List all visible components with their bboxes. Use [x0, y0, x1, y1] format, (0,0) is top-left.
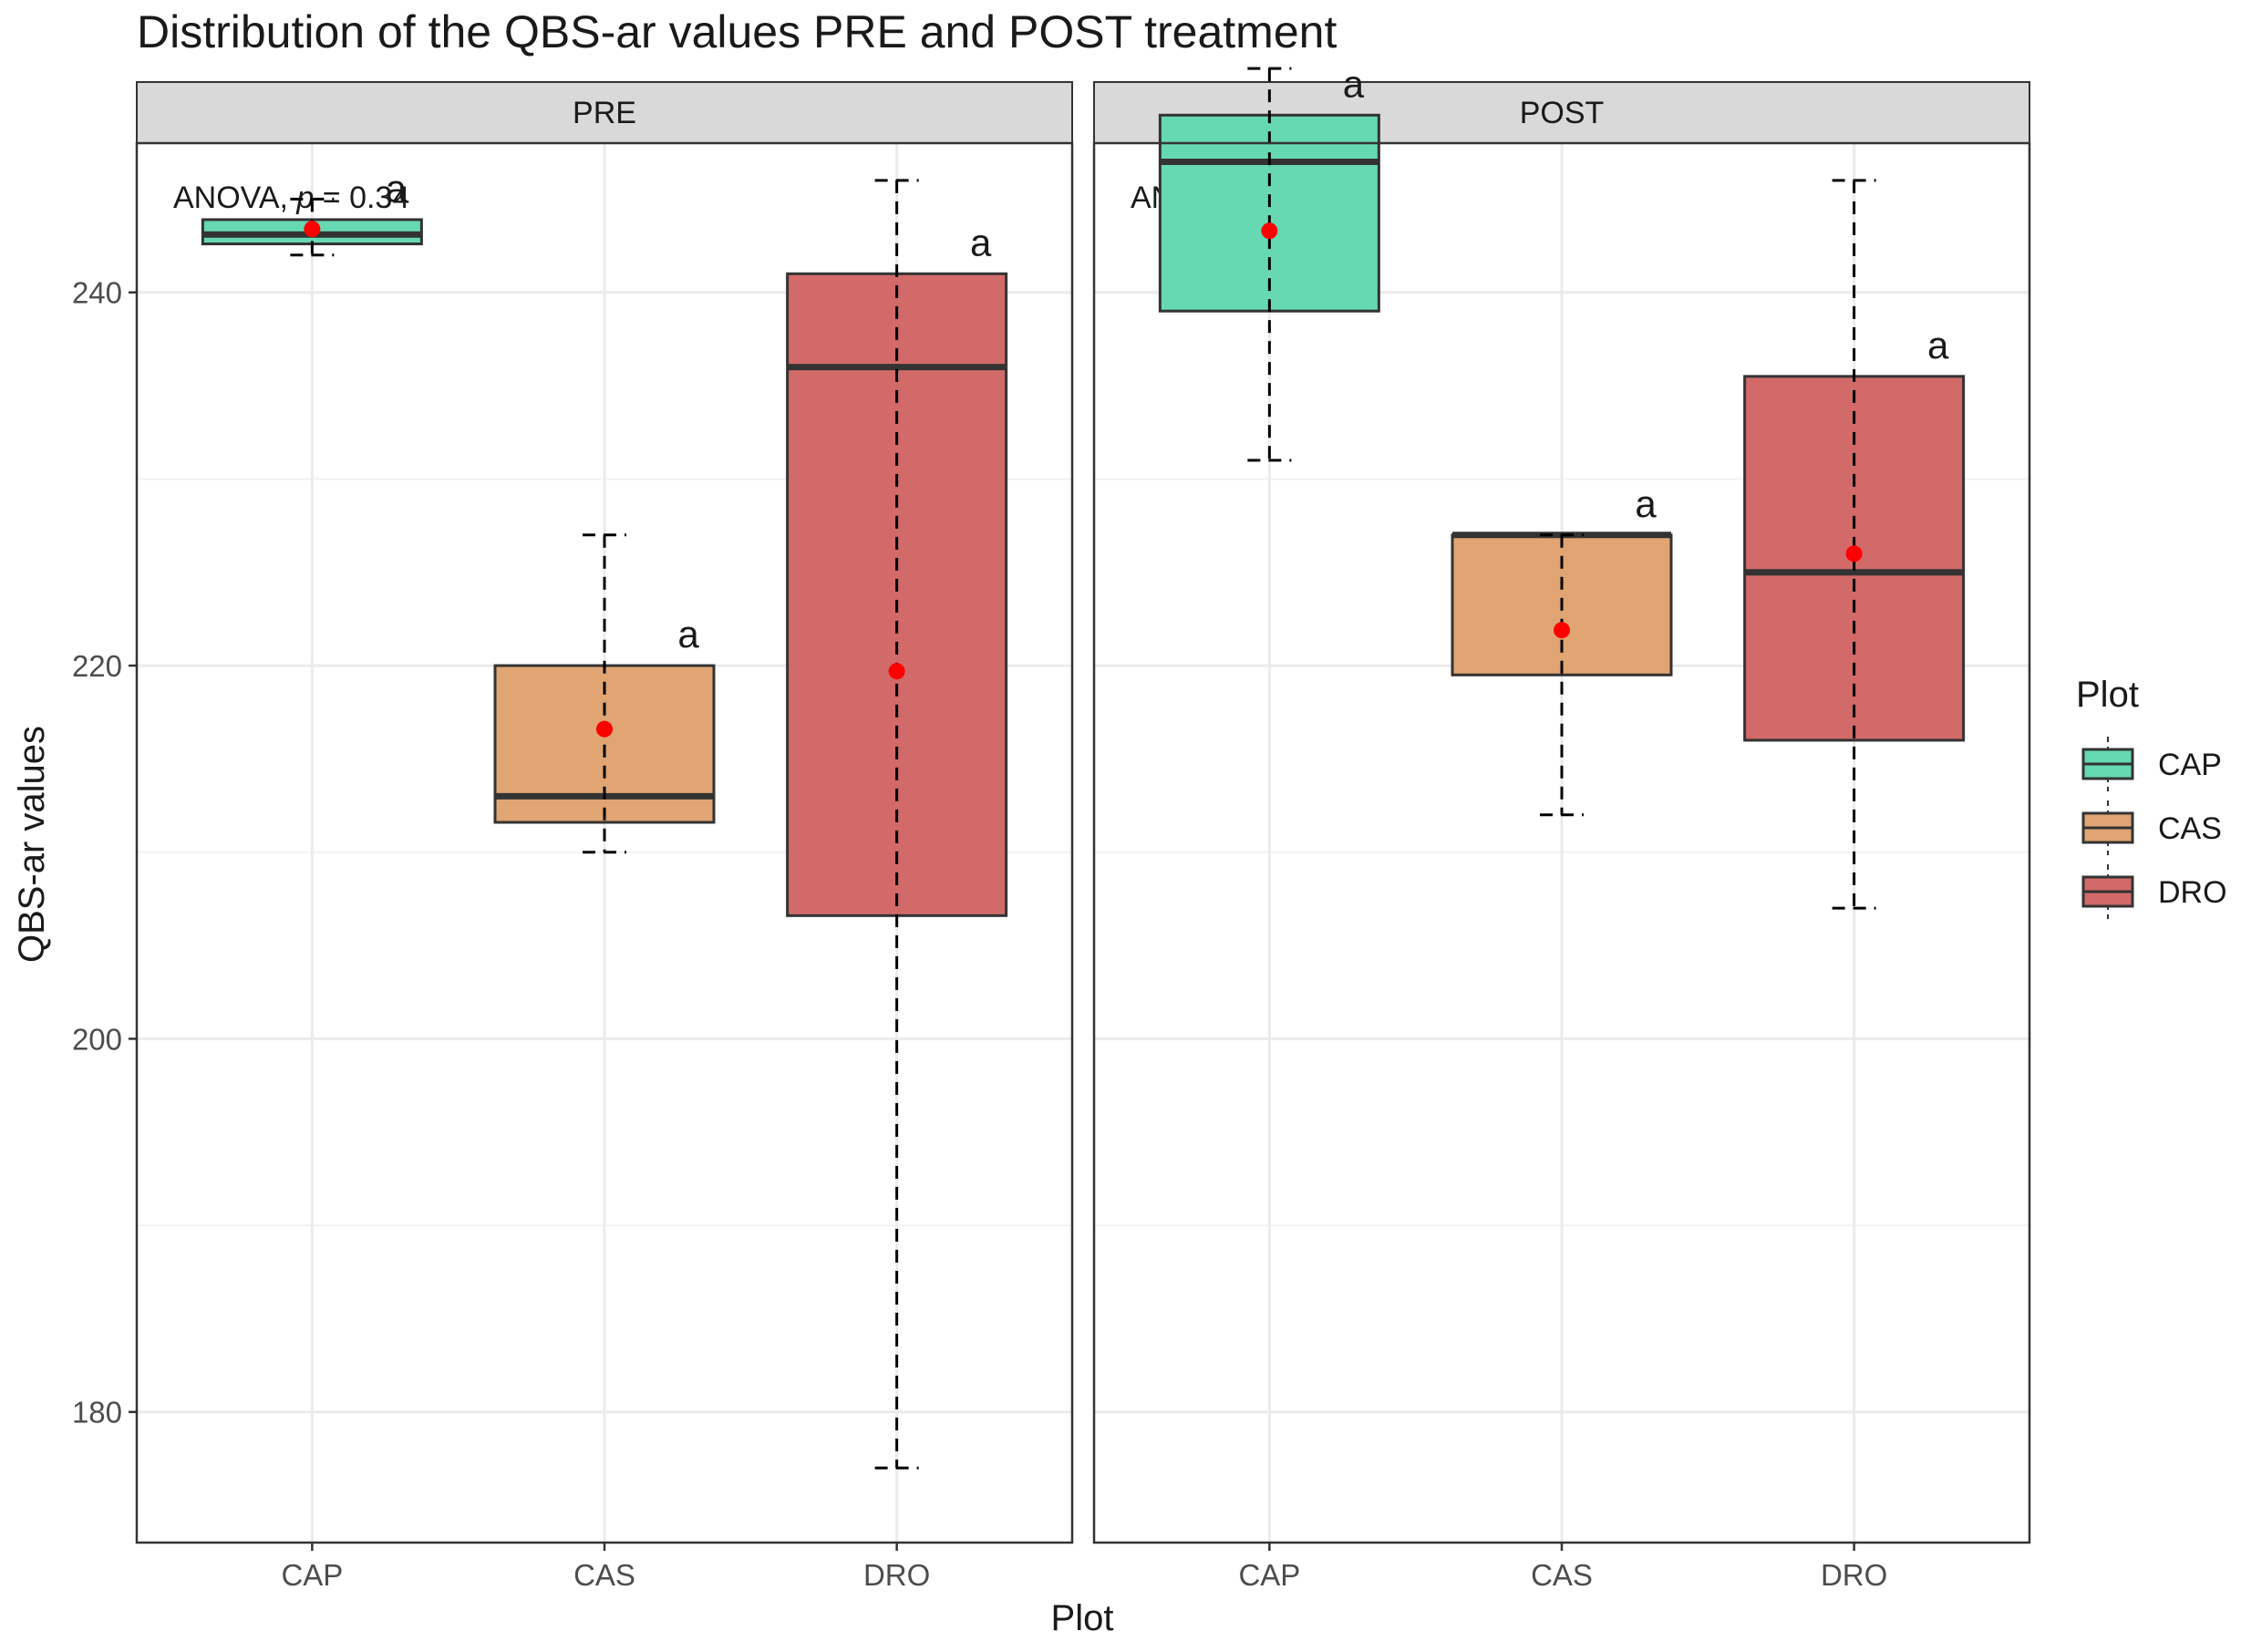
mean-point [888, 663, 905, 680]
y-tick-label: 180 [72, 1396, 122, 1430]
mean-point [304, 221, 321, 238]
mean-point [1261, 222, 1278, 240]
group-letter: a [1927, 324, 1949, 367]
box-dro: a [786, 179, 1008, 1470]
facet-strip-label: POST [1520, 96, 1605, 130]
x-tick-label: CAP [281, 1558, 343, 1592]
x-axis-title: Plot [1051, 1598, 1114, 1638]
group-letter: a [1635, 482, 1657, 525]
x-tick-label: DRO [863, 1558, 930, 1592]
mean-point [596, 720, 613, 738]
panel-post: POSTANOVA, p = 0.21aaaCAPCASDRO [1092, 62, 2031, 1592]
y-tick-label: 220 [72, 649, 122, 683]
x-tick-label: DRO [1821, 1558, 1887, 1592]
facet-strip [136, 81, 1073, 144]
legend-label: CAS [2158, 811, 2222, 846]
legend-title: Plot [2076, 675, 2139, 715]
box-cap: a [1158, 62, 1380, 462]
chart-title: Distribution of the QBS-ar values PRE an… [137, 6, 1337, 57]
legend: Plot CAP CAS DRO [2076, 675, 2227, 919]
legend-label: DRO [2158, 875, 2227, 910]
x-tick-label: CAP [1238, 1558, 1300, 1592]
box-dro: a [1743, 179, 1966, 910]
group-letter: a [1343, 62, 1365, 105]
group-letter: a [386, 167, 408, 210]
x-tick-label: CAS [573, 1558, 635, 1592]
y-axis-title: QBS-ar values [12, 726, 52, 963]
facet-strip-label: PRE [573, 96, 636, 130]
group-letter: a [677, 613, 699, 656]
anova-annotation: ANOVA, p = 0.34 [173, 181, 409, 215]
y-tick-label: 240 [72, 276, 122, 310]
legend-label: CAP [2158, 748, 2222, 782]
legend-item-cas: CAS [2081, 800, 2222, 855]
x-tick-label: CAS [1531, 1558, 1593, 1592]
box-cas: a [1451, 482, 1673, 817]
group-letter: a [970, 221, 992, 263]
legend-item-cap: CAP [2081, 737, 2222, 791]
box-cas: a [493, 533, 716, 854]
y-tick-label: 200 [72, 1022, 122, 1056]
box-cap: a [201, 167, 423, 257]
mean-point [1554, 622, 1570, 639]
mean-point [1845, 545, 1863, 563]
legend-item-dro: DRO [2081, 864, 2227, 919]
